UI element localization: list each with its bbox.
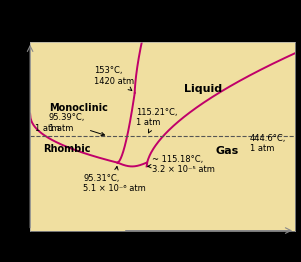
Text: Liquid: Liquid — [184, 84, 222, 94]
Text: Rhombic: Rhombic — [43, 144, 91, 154]
Text: 444.6°C,
1 atm: 444.6°C, 1 atm — [250, 134, 286, 154]
Text: 95.39°C,
1 atm: 95.39°C, 1 atm — [49, 113, 104, 136]
Text: 95.31°C,
5.1 × 10⁻⁶ atm: 95.31°C, 5.1 × 10⁻⁶ atm — [83, 166, 146, 193]
Text: Gas: Gas — [216, 146, 239, 156]
Text: 1 atm: 1 atm — [36, 124, 60, 133]
Text: Monoclinic: Monoclinic — [49, 103, 107, 113]
Text: 153°C,
1420 atm: 153°C, 1420 atm — [94, 66, 134, 90]
Text: Temperature: Temperature — [132, 248, 194, 258]
Text: Pressure: Pressure — [2, 115, 11, 157]
Text: 115.21°C,
1 atm: 115.21°C, 1 atm — [136, 108, 178, 133]
Text: ~ 115.18°C,
3.2 × 10⁻⁵ atm: ~ 115.18°C, 3.2 × 10⁻⁵ atm — [148, 155, 215, 174]
